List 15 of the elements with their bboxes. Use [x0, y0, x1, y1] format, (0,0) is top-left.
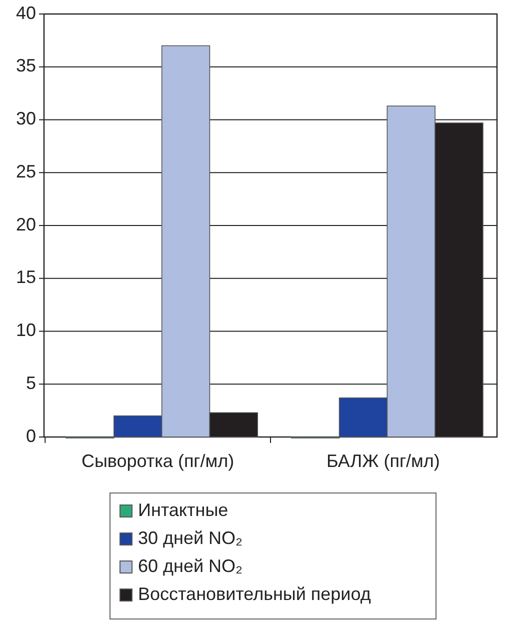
legend-label: Интактные: [138, 500, 228, 520]
x-tick-label: БАЛЖ (пг/мл): [326, 451, 440, 471]
legend-label: 60 дней NO₂: [138, 556, 243, 576]
legend-label: Восстановительный период: [138, 584, 372, 604]
y-tick-label: 15: [16, 267, 36, 288]
y-tick-label: 40: [16, 2, 36, 23]
y-tick-label: 5: [26, 372, 36, 393]
y-tick-label: 0: [26, 426, 36, 446]
y-tick-label: 25: [16, 161, 36, 182]
y-tick-label: 35: [16, 56, 36, 76]
legend-label: 30 дней NO₂: [138, 528, 243, 548]
y-tick-label: 20: [16, 214, 36, 234]
y-tick-label: 30: [16, 108, 36, 128]
x-tick-label: Сыворотка (пг/мл): [81, 451, 234, 471]
y-tick-label: 10: [16, 320, 36, 340]
